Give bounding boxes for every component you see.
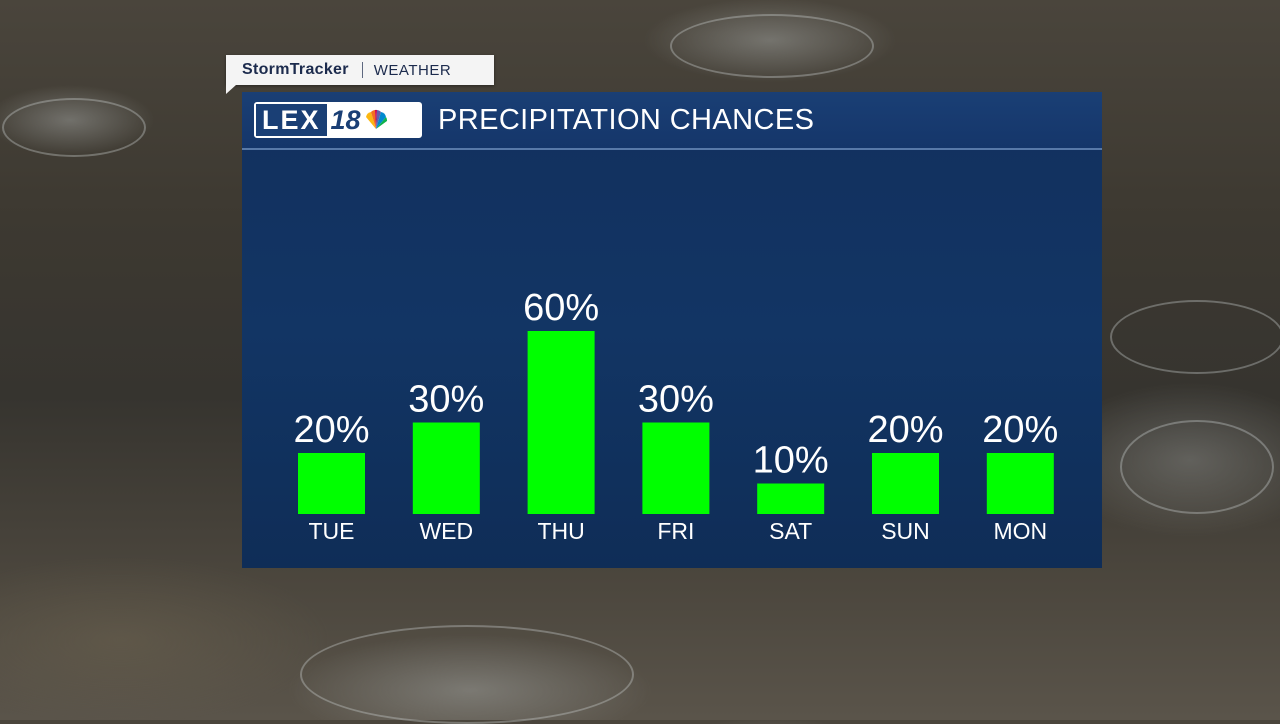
bar-mon [986,453,1054,514]
x-tick-label-fri: FRI [657,518,694,544]
panel-title: PRECIPITATION CHANCES [438,103,815,136]
chart-panel: LEX 18 PRECIPITATION CHANCES 20% TUE 30% WE… [242,92,1102,568]
bar-fri [642,422,710,514]
x-tick-label-mon: MON [993,518,1047,544]
data-label-mon: 20% [982,409,1058,451]
station-logo: LEX 18 [254,102,422,138]
brand-tag: StormTracker WEATHER [226,55,494,94]
x-tick-label-sun: SUN [881,518,930,544]
rain-ripple [1110,300,1280,374]
data-label-thu: 60% [523,287,599,329]
x-tick-label-thu: THU [537,518,584,544]
data-label-sat: 10% [753,440,829,482]
data-label-wed: 30% [408,379,484,421]
rain-ripple [1120,420,1274,514]
x-tick-label-wed: WED [419,518,473,544]
bar-sat [757,483,825,514]
precipitation-bar-chart: 20% TUE 30% WED 60% THU 30% FRI 10% SAT 20% SUN 20% M… [293,287,1058,544]
x-tick-label-tue: TUE [309,518,355,544]
logo-text: LEX [256,104,327,136]
bar-thu [527,331,595,514]
data-label-tue: 20% [293,409,369,451]
brand-section: WEATHER [373,61,452,79]
peacock-icon [363,104,389,136]
panel-header: LEX 18 PRECIPITATION CHANCES [242,92,1102,150]
data-label-sun: 20% [867,409,943,451]
brand-divider [361,62,363,78]
x-tick-label-sat: SAT [769,518,812,544]
rain-ripple [670,14,874,78]
rain-ripple [2,98,146,157]
brand-name: StormTracker [242,61,349,78]
bar-sun [872,453,939,514]
bar-wed [412,422,480,514]
bar-tue [298,453,365,514]
logo-number: 18 [330,104,361,135]
rain-ripple [300,625,634,724]
data-label-fri: 30% [638,379,714,421]
